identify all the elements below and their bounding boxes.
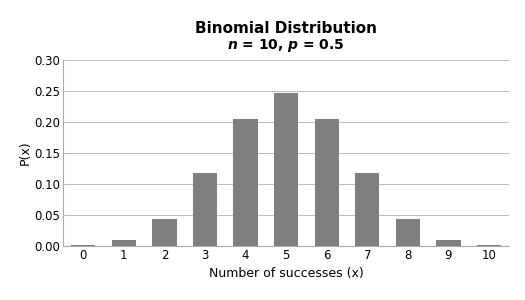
Bar: [71, 245, 96, 246]
Y-axis label: P(x): P(x): [18, 141, 31, 165]
Text: Binomial Distribution: Binomial Distribution: [195, 21, 377, 36]
Bar: [396, 219, 420, 246]
Bar: [355, 173, 380, 246]
Bar: [234, 119, 258, 246]
Bar: [152, 219, 176, 246]
Text: $\bfit{n}$ = 10, $\bfit{p}$ = 0.5: $\bfit{n}$ = 10, $\bfit{p}$ = 0.5: [227, 38, 345, 54]
X-axis label: Number of successes (x): Number of successes (x): [209, 267, 363, 280]
Bar: [314, 119, 339, 246]
Bar: [112, 240, 136, 246]
Bar: [436, 240, 460, 246]
Bar: [193, 173, 217, 246]
Bar: [477, 245, 501, 246]
Bar: [274, 93, 298, 246]
